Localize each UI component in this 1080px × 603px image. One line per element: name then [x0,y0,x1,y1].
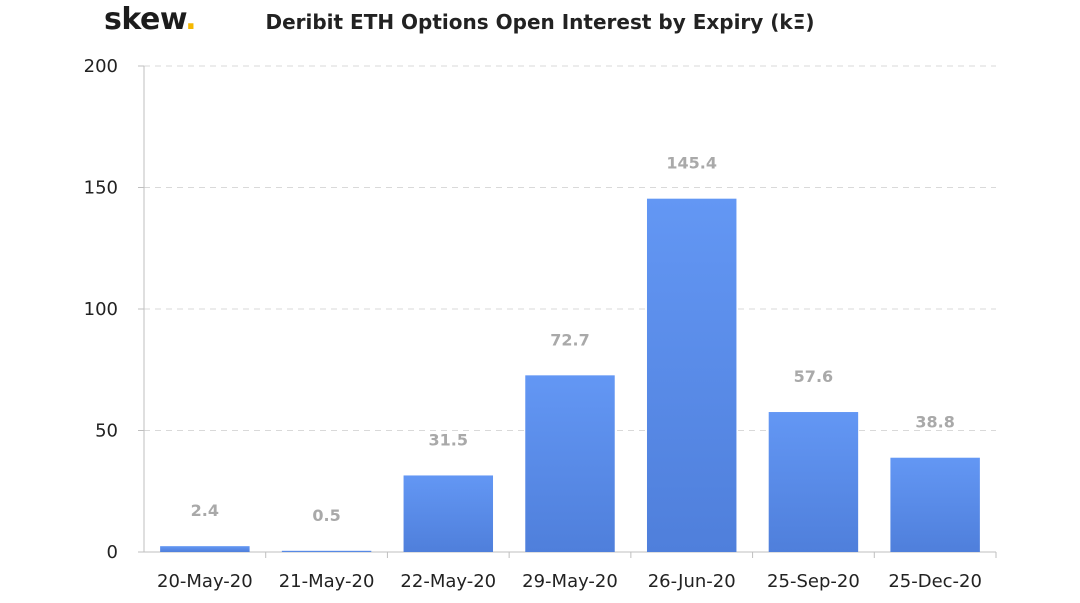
data-label-25-Dec-20: 38.8 [915,413,954,432]
data-label-26-Jun-20: 145.4 [666,154,717,173]
y-tick-label: 0 [107,542,118,563]
data-label-25-Sep-20: 57.6 [794,367,833,386]
bar-25-Sep-20 [768,412,859,552]
y-tick-label: 100 [84,299,118,320]
x-tick-label: 25-Sep-20 [767,571,860,592]
bar-25-Dec-20 [890,457,980,552]
x-tick-label: 21-May-20 [279,571,375,592]
data-label-20-May-20: 2.4 [191,501,219,520]
data-label-21-May-20: 0.5 [312,506,340,525]
labels: 2.4 20-May-20 0.5 21-May-20 31.5 22-May-20 72.… [157,154,982,592]
chart-title: Deribit ETH Options Open Interest by Exp… [265,10,815,34]
x-tick-label: 22-May-20 [400,571,496,592]
logo-text: skew [104,2,186,37]
bar-26-Jun-20 [646,198,737,553]
x-tick-label: 29-May-20 [522,571,618,592]
x-tick-label: 25-Dec-20 [888,571,982,592]
skew-logo: skew. [104,2,197,37]
x-tick-label: 26-Jun-20 [648,571,736,592]
data-label-22-May-20: 31.5 [429,430,468,449]
bar-21-May-20 [281,550,372,552]
bar-29-May-20 [525,375,615,552]
bar-22-May-20 [403,475,494,552]
y-tick-label: 50 [95,421,118,442]
x-tick-label: 20-May-20 [157,571,253,592]
y-tick-label: 200 [84,56,118,77]
bars [160,198,980,553]
y-tick-label: 150 [84,178,118,199]
data-label-29-May-20: 72.7 [550,330,589,349]
logo-dot: . [185,2,197,37]
bar-20-May-20 [160,546,250,552]
